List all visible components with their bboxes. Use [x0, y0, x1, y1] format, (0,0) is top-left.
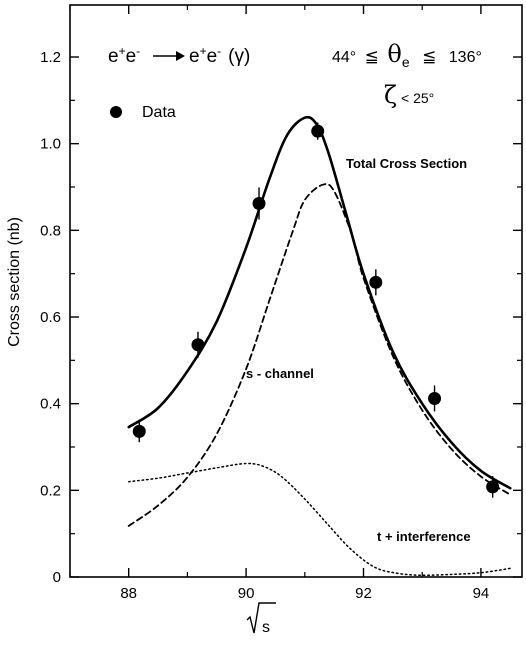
arrow-icon	[153, 51, 185, 61]
tick-labels: 88 90 92 94 0 0.2 0.4 0.6 0.8 1.0 1.2	[40, 49, 489, 602]
y-tick-label: 0.8	[40, 222, 61, 239]
process-rhs-sup2: -	[217, 44, 221, 58]
plot-frame	[69, 4, 523, 578]
x-axis-title: s	[246, 602, 276, 636]
legend-label: Data	[142, 104, 176, 121]
legend: Data	[110, 104, 176, 121]
s-channel-label: s - channel	[246, 366, 314, 381]
data-point	[191, 338, 205, 352]
y-tick-label: 1.0	[40, 136, 61, 153]
curves	[127, 115, 512, 577]
legend-marker	[110, 106, 122, 118]
total-label: Total Cross Section	[346, 156, 467, 171]
x-tick-label: 88	[120, 585, 137, 602]
process-lhs-e1: e	[108, 46, 119, 67]
x-tick-label: 92	[355, 585, 372, 602]
theta-sub: e	[402, 54, 410, 70]
theta-cut: 44° ≦ θe ≦ 136°	[332, 40, 482, 71]
data-point	[428, 391, 442, 405]
process-lhs-sup1: +	[119, 44, 126, 58]
y-axis-title: Cross section (nb)	[6, 217, 23, 347]
x-tick-label: 90	[238, 585, 255, 602]
zeta-rest: < 25°	[401, 90, 434, 106]
process-lhs-e2: e	[126, 46, 137, 67]
y-tick-label: 1.2	[40, 49, 61, 66]
data-point	[132, 424, 146, 438]
process-annotation: e+e- e+e- (γ)	[108, 44, 250, 67]
theta-high: 136°	[449, 49, 482, 66]
data-point	[369, 275, 383, 289]
process-rhs-e2: e	[207, 46, 218, 67]
theta-low: 44°	[332, 49, 356, 66]
y-tick-label: 0.4	[40, 396, 61, 413]
theta-le1: ≦	[365, 47, 379, 66]
theta-le2: ≦	[422, 47, 436, 66]
total-curve	[127, 115, 512, 490]
sqrt-sign-icon	[246, 602, 276, 634]
zeta-symbol: ζ	[384, 81, 397, 109]
data-point	[486, 480, 500, 494]
axis-ticks	[69, 5, 522, 578]
process-rhs-e1: e	[189, 46, 200, 67]
y-tick-label: 0.6	[40, 309, 61, 326]
svg-text:e+e-: e+e-	[108, 44, 140, 67]
y-tick-label: 0	[53, 569, 61, 586]
s-channel-curve	[127, 183, 512, 527]
t-interference-label: t + interference	[377, 529, 471, 544]
data-points	[132, 122, 500, 498]
data-point	[252, 196, 266, 210]
process-lhs-sup2: -	[136, 44, 140, 58]
t-interference-curve	[127, 462, 512, 577]
zeta-cut: ζ < 25°	[384, 81, 434, 109]
process-gamma: (γ)	[228, 46, 250, 67]
x-axis-symbol: s	[262, 619, 270, 636]
x-tick-label: 94	[473, 585, 490, 602]
y-tick-label: 0.2	[40, 482, 61, 499]
data-point	[311, 124, 325, 138]
theta-symbol: θ	[387, 40, 401, 68]
process-rhs-sup1: +	[200, 44, 207, 58]
svg-text:e+e-(γ): e+e- (γ)	[189, 44, 250, 67]
